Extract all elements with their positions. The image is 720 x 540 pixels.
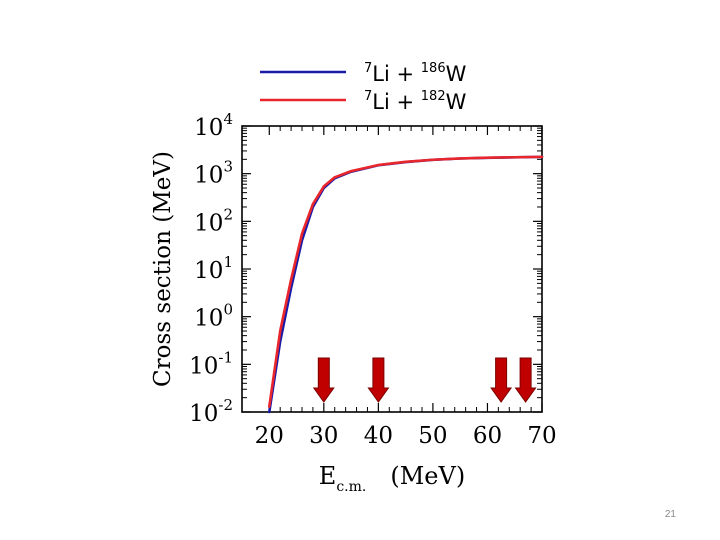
down-arrow-marker [367, 357, 390, 403]
y-tick-label: 104 [194, 110, 233, 141]
x-tick-label: 60 [473, 423, 502, 449]
down-arrow-marker [312, 357, 335, 403]
legend: 7Li + 186W 7Li + 182W [260, 61, 467, 114]
y-tick-label: 102 [194, 205, 233, 236]
x-tick-label: 30 [309, 423, 338, 449]
y-tick-label: 103 [194, 158, 233, 189]
series-layer [267, 155, 544, 414]
x-tick-label: 70 [527, 423, 556, 449]
axis-labels: 20 30 40 50 60 70 10-2 10-1 100 101 102 103 104 Ec.m.… [150, 110, 557, 495]
x-axis-label: Ec.m. (MeV) [319, 462, 465, 495]
down-arrow-marker [514, 357, 537, 403]
y-tick-label: 10-1 [189, 348, 233, 379]
energy-arrows [312, 357, 537, 403]
x-tick-label: 40 [364, 423, 393, 449]
y-tick-label: 100 [194, 301, 233, 332]
y-tick-label: 101 [194, 253, 233, 284]
legend-label: 7Li + 182W [364, 89, 467, 114]
y-axis-label: Cross section (MeV) [150, 151, 176, 387]
x-tick-label: 50 [418, 423, 447, 449]
series-line-li7-w182 [267, 155, 544, 408]
legend-label: 7Li + 186W [364, 61, 467, 86]
y-tick-label: 10-2 [189, 396, 233, 427]
axis-ticks [242, 125, 543, 413]
down-arrow-marker [490, 357, 513, 403]
x-tick-label: 20 [255, 423, 284, 449]
slide-number: 21 [664, 509, 676, 520]
